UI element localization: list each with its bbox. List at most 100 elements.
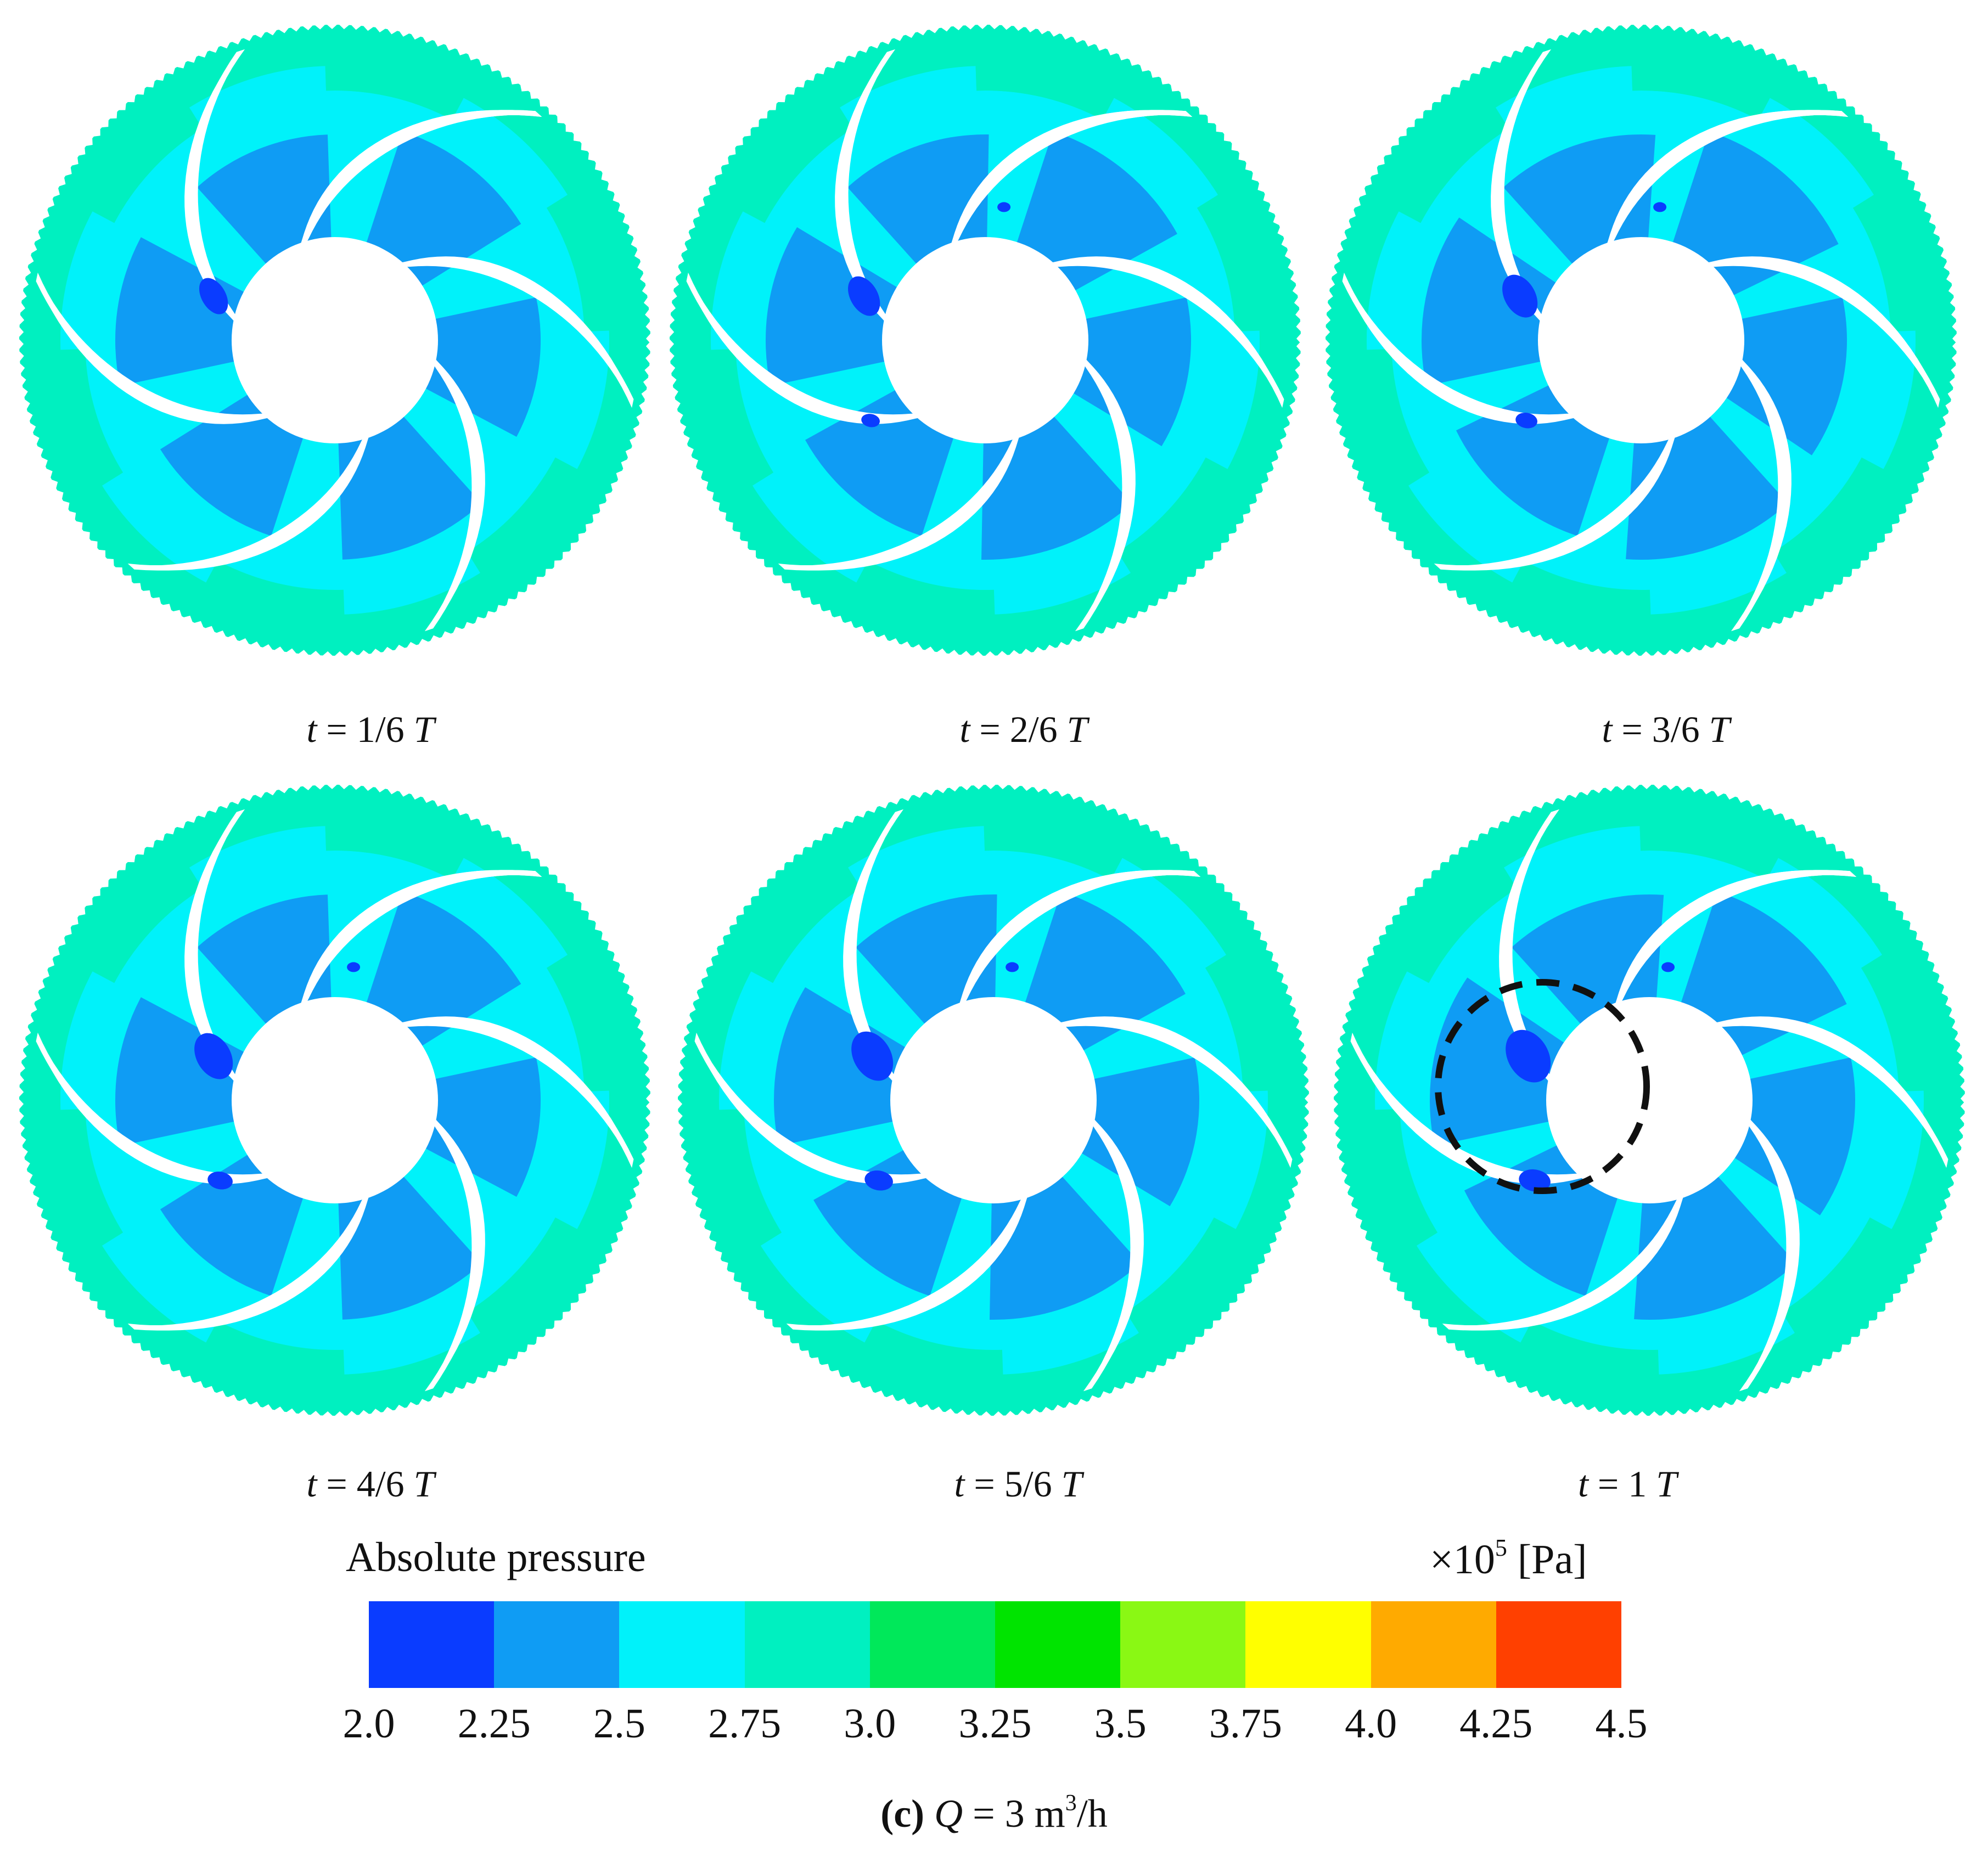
low-pressure-zone bbox=[847, 134, 989, 266]
low-pressure-zone bbox=[197, 134, 332, 266]
rim-serration bbox=[82, 531, 90, 541]
rim-serration bbox=[1326, 301, 1332, 314]
rim-serration bbox=[1900, 1282, 1908, 1293]
pressure-contour bbox=[1324, 24, 1958, 657]
rim-serration bbox=[207, 45, 220, 53]
blade bbox=[395, 1016, 634, 1168]
rim-serration bbox=[714, 166, 722, 177]
rim-serration bbox=[692, 990, 700, 1003]
colorbar-segment-6 bbox=[995, 1601, 1121, 1688]
blade bbox=[127, 431, 371, 571]
rim-serration bbox=[869, 41, 881, 49]
rim-serration bbox=[61, 500, 70, 511]
rim-serration bbox=[1911, 492, 1919, 503]
rim-serration bbox=[406, 1402, 418, 1409]
rim-serration bbox=[1792, 611, 1802, 619]
rim-serration bbox=[601, 931, 609, 942]
rim-serration bbox=[1420, 1318, 1429, 1327]
rim-serration bbox=[1243, 513, 1251, 523]
rim-serration bbox=[20, 1134, 26, 1147]
rim-serration bbox=[677, 1122, 684, 1135]
rim-serration bbox=[1948, 284, 1955, 296]
rim-serration bbox=[748, 1300, 756, 1310]
rim-serration bbox=[1041, 1406, 1053, 1414]
rim-serration bbox=[645, 1092, 652, 1105]
rim-serration bbox=[1960, 1080, 1966, 1093]
rim-serration bbox=[1960, 1092, 1966, 1105]
rim-serration bbox=[285, 648, 297, 655]
rim-serration bbox=[959, 650, 972, 657]
rim-serration bbox=[1892, 1292, 1901, 1302]
rim-serration bbox=[242, 794, 254, 801]
rim-serration bbox=[1069, 792, 1081, 800]
rim-serration bbox=[677, 1073, 683, 1086]
rim-serration bbox=[478, 818, 490, 826]
rim-serration bbox=[117, 102, 126, 110]
rim-serration bbox=[1251, 171, 1260, 182]
rim-serration bbox=[1372, 936, 1380, 947]
rim-serration bbox=[161, 604, 172, 612]
rim-serration bbox=[1136, 611, 1147, 619]
rim-serration bbox=[634, 1009, 642, 1021]
rim-serration bbox=[1169, 836, 1179, 845]
rim-serration bbox=[912, 791, 925, 798]
low-pressure-zone bbox=[338, 414, 482, 560]
rim-serration bbox=[718, 510, 727, 521]
rim-serration bbox=[1664, 650, 1677, 656]
rim-serration bbox=[1913, 182, 1922, 193]
rim-serration bbox=[1122, 1382, 1133, 1390]
rim-serration bbox=[1260, 931, 1268, 942]
rim-serration bbox=[1689, 786, 1701, 792]
rim-serration bbox=[1940, 249, 1948, 261]
rim-serration bbox=[1325, 362, 1332, 375]
rim-serration bbox=[680, 242, 688, 254]
rim-serration bbox=[964, 24, 976, 30]
low-pressure-zone bbox=[766, 227, 900, 386]
rim-serration bbox=[301, 24, 314, 31]
rim-serration bbox=[196, 50, 208, 58]
rim-serration bbox=[1596, 25, 1608, 32]
rim-patch bbox=[1378, 840, 1517, 983]
rim-serration bbox=[1941, 986, 1949, 998]
rim-serration bbox=[1004, 1411, 1017, 1417]
rim-serration bbox=[1936, 436, 1943, 448]
rim-serration bbox=[1476, 1364, 1486, 1372]
blade bbox=[1342, 272, 1581, 424]
rim-serration bbox=[406, 641, 418, 649]
rim-serration bbox=[23, 1158, 30, 1170]
rim-serration bbox=[132, 583, 142, 592]
rim-serration bbox=[1537, 37, 1549, 45]
rim-patch bbox=[1369, 80, 1509, 223]
blade bbox=[424, 354, 485, 632]
rim-serration bbox=[644, 1124, 651, 1137]
rim-serration bbox=[1759, 627, 1770, 634]
rim-serration bbox=[1381, 521, 1389, 531]
rim-serration bbox=[732, 531, 740, 541]
rim-serration bbox=[682, 1158, 689, 1170]
rim-serration bbox=[346, 651, 358, 657]
rim-serration bbox=[1212, 1320, 1222, 1329]
rim-serration bbox=[1944, 1196, 1951, 1208]
blade bbox=[835, 49, 896, 327]
rim-serration bbox=[678, 1134, 685, 1147]
rim-serration bbox=[1139, 64, 1150, 72]
rim-serration bbox=[45, 1228, 53, 1239]
rim-serration bbox=[617, 963, 626, 975]
rim-serration bbox=[641, 389, 648, 401]
rim-serration bbox=[1156, 598, 1167, 607]
rim-serration bbox=[20, 374, 26, 387]
rim-serration bbox=[854, 626, 866, 634]
panel-caption-3: t = 3/6 T bbox=[1602, 708, 1730, 750]
rim-serration bbox=[40, 1217, 48, 1228]
rim-serration bbox=[1732, 1399, 1744, 1406]
rim-serration bbox=[672, 277, 679, 290]
rim-serration bbox=[1958, 1056, 1965, 1068]
rim-serration bbox=[1877, 1311, 1886, 1320]
rim-serration bbox=[1257, 182, 1266, 193]
rim-patch bbox=[686, 1108, 782, 1263]
rim-serration bbox=[85, 137, 93, 147]
rim-serration bbox=[688, 219, 695, 231]
rim-serration bbox=[1822, 592, 1833, 600]
rim-serration bbox=[1545, 797, 1557, 805]
rim-serration bbox=[1510, 626, 1521, 634]
